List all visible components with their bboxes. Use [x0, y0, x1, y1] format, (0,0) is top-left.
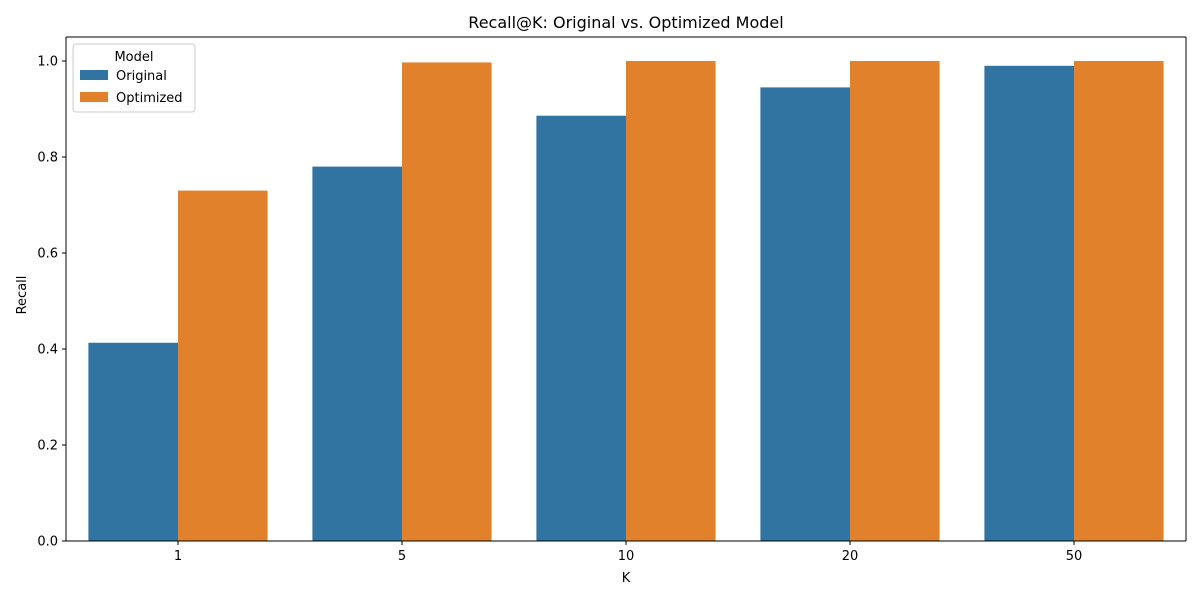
bar-optimized-k10 — [626, 61, 716, 541]
x-tick-label: 50 — [1066, 549, 1083, 564]
x-tick-label: 20 — [842, 549, 859, 564]
bar-optimized-k20 — [850, 61, 940, 541]
y-axis-label: Recall — [15, 276, 30, 315]
legend-swatch-original — [80, 70, 108, 80]
y-tick-label: 0.0 — [37, 535, 58, 550]
bar-original-k20 — [760, 87, 850, 542]
legend-label-original: Original — [116, 69, 167, 84]
bar-optimized-k50 — [1074, 61, 1164, 541]
legend: Model Original Optimized — [72, 43, 196, 113]
bar-original-k50 — [984, 65, 1074, 542]
y-tick-label: 1.0 — [37, 55, 58, 70]
chart-title: Recall@K: Original vs. Optimized Model — [468, 13, 783, 32]
x-axis-label: K — [622, 571, 631, 586]
y-tick-label: 0.2 — [37, 439, 58, 454]
plot-area: 1 5 10 20 50 0.0 0.2 0.4 0.6 0.8 1.0 — [37, 36, 1187, 564]
legend-label-optimized: Optimized — [116, 91, 183, 106]
bar-original-k1 — [88, 342, 178, 541]
bar-original-k10 — [536, 115, 626, 541]
bar-optimized-k1 — [178, 190, 268, 541]
x-tick-label: 5 — [398, 549, 406, 564]
x-tick-label: 1 — [174, 549, 182, 564]
legend-title: Model — [114, 50, 153, 65]
y-tick-label: 0.4 — [37, 343, 58, 358]
bar-original-k5 — [312, 166, 402, 541]
legend-swatch-optimized — [80, 92, 108, 102]
y-tick-label: 0.8 — [37, 151, 58, 166]
y-tick-label: 0.6 — [37, 247, 58, 262]
bar-optimized-k5 — [402, 62, 492, 541]
x-tick-label: 10 — [618, 549, 635, 564]
